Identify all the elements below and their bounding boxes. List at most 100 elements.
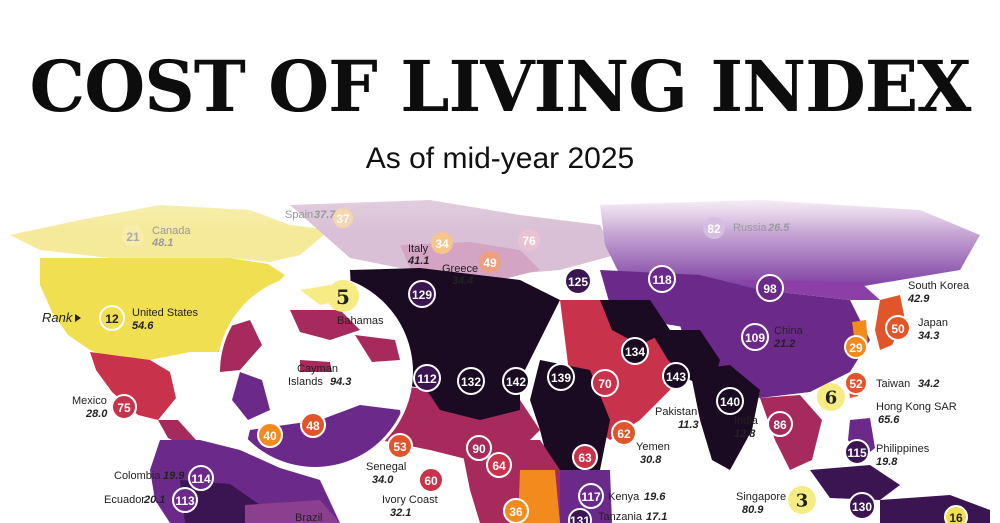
india-value: 12.8 bbox=[734, 428, 756, 440]
india-name: India bbox=[734, 415, 759, 427]
kenya-name: Kenya bbox=[608, 491, 640, 503]
inset-land-a bbox=[220, 320, 262, 372]
badge-112-text: 112 bbox=[417, 372, 437, 386]
senegal-name: Senegal bbox=[366, 461, 406, 473]
badge-130-text: 130 bbox=[852, 500, 872, 514]
badge-tanzania-text: 131 bbox=[570, 514, 590, 523]
badge-118 bbox=[648, 265, 676, 293]
top-fade-overlay bbox=[0, 0, 1000, 330]
badge-36 bbox=[503, 498, 529, 523]
badge-greece-text: 49 bbox=[483, 256, 497, 270]
badge-china bbox=[741, 323, 769, 351]
tanzania-value: 17.1 bbox=[646, 511, 667, 523]
badge-colombia bbox=[188, 465, 214, 491]
badge-134 bbox=[621, 337, 649, 365]
south-korea-value: 42.9 bbox=[907, 293, 930, 305]
badge-greece bbox=[479, 251, 501, 273]
badge-63 bbox=[572, 444, 598, 470]
badge-tanzania bbox=[568, 508, 592, 523]
badge-yemen bbox=[611, 420, 637, 446]
badge-143-text: 143 bbox=[666, 370, 686, 384]
russia-value: 26.5 bbox=[767, 222, 790, 234]
hong-kong-value: 65.6 bbox=[878, 414, 900, 426]
badge-ecuador-text: 113 bbox=[175, 494, 195, 508]
badge-india bbox=[716, 387, 744, 415]
canada-value: 48.1 bbox=[151, 237, 173, 249]
badge-125 bbox=[564, 267, 592, 295]
pakistan-value: 11.3 bbox=[678, 419, 699, 431]
badge-142 bbox=[502, 367, 530, 395]
badge-134-text: 134 bbox=[625, 345, 645, 359]
text-labels: Canada 48.1 Spain 37.7 Italy 41.1 Greece… bbox=[72, 209, 970, 523]
badge-98-text: 98 bbox=[763, 282, 777, 296]
tanzania-name: Tanzania bbox=[598, 511, 643, 523]
rank-arrow-icon bbox=[75, 314, 81, 322]
badge-canada-text: 21 bbox=[126, 230, 140, 244]
badge-132-text: 132 bbox=[461, 375, 481, 389]
ecuador-value: 20.1 bbox=[143, 494, 165, 506]
badge-taiwan-text: 52 bbox=[849, 377, 863, 391]
badge-70-text: 70 bbox=[598, 377, 612, 391]
badge-48 bbox=[300, 412, 326, 438]
badge-70 bbox=[591, 369, 619, 397]
badge-india-text: 140 bbox=[720, 395, 740, 409]
badge-japan-text: 50 bbox=[891, 322, 905, 336]
badge-76-text: 76 bbox=[522, 234, 536, 248]
badge-64-text: 64 bbox=[492, 459, 506, 473]
cayman-value: 94.3 bbox=[330, 376, 351, 388]
badge-ivory-coast-text: 60 bbox=[424, 474, 438, 488]
spain-value: 37.7 bbox=[314, 209, 336, 221]
badge-129-text: 129 bbox=[412, 288, 432, 302]
badge-bahamas bbox=[327, 280, 359, 312]
badge-japan bbox=[885, 315, 911, 341]
badge-142-text: 142 bbox=[506, 375, 526, 389]
hong-kong-name: Hong Kong SAR bbox=[876, 401, 957, 413]
ivory-coast-name: Ivory Coast bbox=[382, 494, 438, 506]
badge-mexico-text: 75 bbox=[117, 401, 131, 415]
badge-139 bbox=[547, 363, 575, 391]
italy-name: Italy bbox=[408, 243, 429, 255]
badge-hong-kong bbox=[817, 383, 845, 411]
badge-philippines-text: 115 bbox=[847, 446, 867, 460]
greece-name: Greece bbox=[442, 263, 478, 275]
badge-ecuador bbox=[172, 487, 198, 513]
badge-63-text: 63 bbox=[578, 451, 592, 465]
badge-ivory-coast bbox=[418, 467, 444, 493]
badge-singapore bbox=[788, 486, 816, 514]
ivory-coast-value: 32.1 bbox=[390, 507, 411, 519]
region-indonesia bbox=[810, 465, 900, 500]
taiwan-value: 34.2 bbox=[918, 378, 939, 390]
caribbean-inset bbox=[217, 274, 413, 470]
usa-name: United States bbox=[132, 307, 199, 319]
cayman-name-line1: Cayman bbox=[297, 363, 338, 375]
china-name: China bbox=[774, 325, 804, 337]
badge-90-text: 90 bbox=[472, 442, 486, 456]
badge-italy bbox=[431, 232, 453, 254]
badge-16 bbox=[944, 505, 968, 523]
badge-125-text: 125 bbox=[568, 275, 588, 289]
south-korea-name: South Korea bbox=[908, 280, 970, 292]
badge-86 bbox=[767, 411, 793, 437]
usa-value: 54.6 bbox=[132, 320, 154, 332]
badge-mexico bbox=[111, 394, 137, 420]
badge-china-text: 109 bbox=[745, 331, 765, 345]
inset-land-c bbox=[290, 310, 360, 340]
region-southeast-asia bbox=[760, 395, 822, 470]
badge-86-text: 86 bbox=[773, 418, 787, 432]
inset-land-d bbox=[355, 335, 400, 362]
badge-16-text: 16 bbox=[949, 511, 963, 523]
page-subtitle: As of mid-year 2025 bbox=[365, 142, 635, 175]
badge-yemen-text: 62 bbox=[617, 427, 631, 441]
badge-south-korea-text: 29 bbox=[849, 341, 863, 355]
mexico-value: 28.0 bbox=[85, 408, 108, 420]
badge-118-text: 118 bbox=[652, 273, 672, 287]
taiwan-name: Taiwan bbox=[876, 378, 910, 390]
kenya-value: 19.6 bbox=[644, 491, 666, 503]
badge-senegal-text: 53 bbox=[393, 440, 407, 454]
badge-russia bbox=[703, 217, 725, 239]
italy-value: 41.1 bbox=[407, 255, 429, 267]
badge-143 bbox=[662, 362, 690, 390]
senegal-value: 34.0 bbox=[372, 474, 394, 486]
badge-italy-text: 34 bbox=[435, 237, 449, 251]
